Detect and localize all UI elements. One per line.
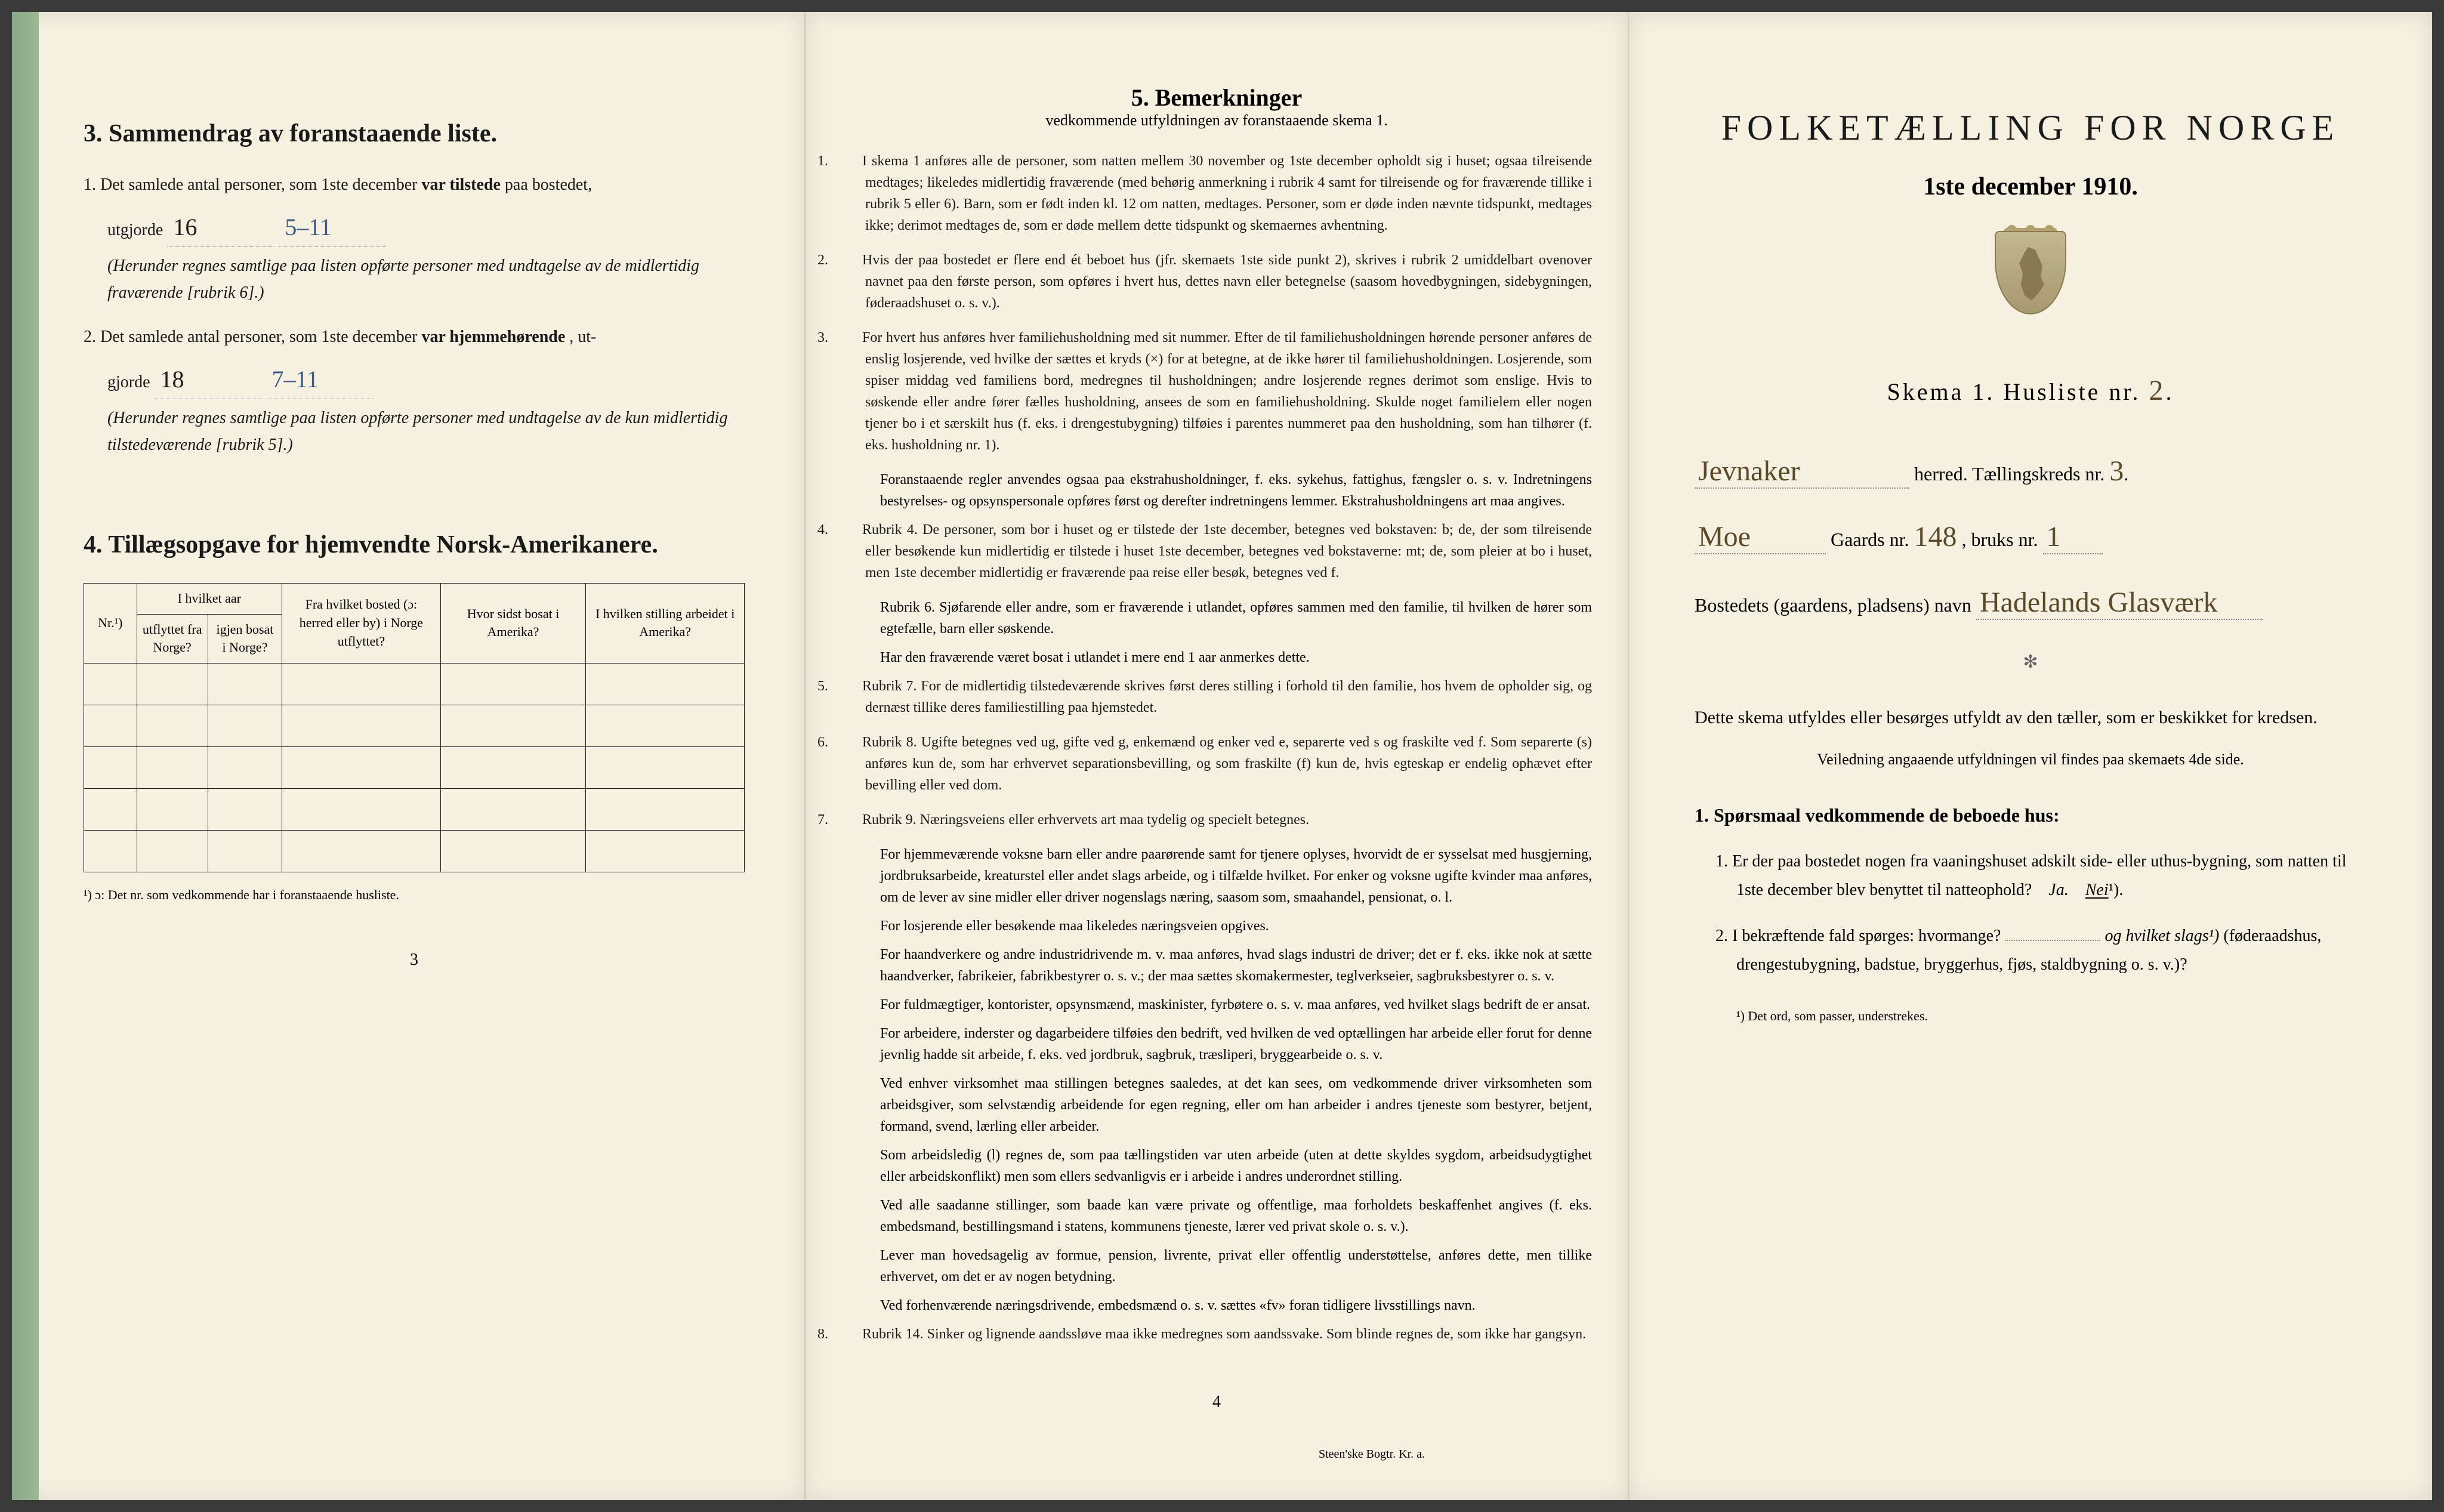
page-4: 5. Bemerkninger vedkommende utfyldningen… (806, 12, 1629, 1500)
col-from: Fra hvilket bosted (ɔ: herred eller by) … (282, 583, 441, 663)
item2-value-b: 7–11 (266, 360, 374, 399)
printer-note: Steen'ske Bogtr. Kr. a. (841, 1448, 1592, 1461)
remark-1: 1.I skema 1 anføres alle de personer, so… (841, 150, 1592, 236)
instruction-sub: Veiledning angaaende utfyldningen vil fi… (1695, 751, 2366, 769)
remark-7: 7.Rubrik 9. Næringsveiens eller erhverve… (841, 809, 1592, 831)
gaard-value: Moe (1695, 520, 1826, 554)
item2-post: , ut- (569, 328, 596, 346)
section-5-title: 5. Bemerkninger (841, 84, 1592, 112)
item1-post: paa bostedet, (505, 175, 592, 194)
q2-blank (2005, 940, 2100, 941)
census-document: 3. Sammendrag av foranstaaende liste. 1.… (12, 12, 2432, 1500)
questions-section: 1. Spørsmaal vedkommende de beboede hus:… (1695, 804, 2366, 1024)
gaard-nr: 148 (1914, 521, 1957, 553)
remark-2: 2.Hvis der paa bostedet er flere end ét … (841, 249, 1592, 314)
item2-note: (Herunder regnes samtlige paa listen opf… (107, 409, 727, 454)
answer-nei: Nei (2085, 881, 2109, 899)
footnote-3: ¹) Det ord, som passer, understrekes. (1695, 1008, 2366, 1024)
remark-4: 4.Rubrik 4. De personer, som bor i huset… (841, 519, 1592, 584)
bosted-value: Hadelands Glasværk (1976, 586, 2263, 620)
page-number: 3 (84, 951, 745, 970)
table-row (84, 664, 745, 705)
remark-4-sub-a: Rubrik 6. Sjøfarende eller andre, som er… (841, 597, 1592, 640)
remark-7-p2: For losjerende eller besøkende maa likel… (841, 915, 1592, 937)
col-occupation: I hvilken stilling arbeidet i Amerika? (586, 583, 745, 663)
answer-ja: Ja. (2048, 881, 2068, 899)
bruks-nr: 1 (2043, 520, 2103, 554)
emigrant-table-body (84, 664, 745, 872)
remark-7-p5: For arbeidere, inderster og dagarbeidere… (841, 1023, 1592, 1066)
emigrant-table: Nr.¹) I hvilket aar Fra hvilket bosted (… (84, 583, 745, 872)
remark-7-p10: Ved forhenværende næringsdrivende, embed… (841, 1295, 1592, 1316)
item2-value-a: 18 (155, 360, 262, 399)
remark-8: 8.Rubrik 14. Sinker og lignende aandsslø… (841, 1323, 1592, 1345)
skema-line: Skema 1. Husliste nr. 2. (1695, 374, 2366, 407)
section-4-title: 4. Tillægsopgave for hjemvendte Norsk-Am… (84, 530, 745, 559)
item2-bold: var hjemmehørende (421, 328, 565, 346)
remark-7-p1: For hjemmeværende voksne barn eller andr… (841, 844, 1592, 908)
item1-value-a: 16 (167, 208, 274, 247)
col-year: I hvilket aar (137, 583, 282, 614)
page-3: 3. Sammendrag av foranstaaende liste. 1.… (12, 12, 806, 1500)
col-nr: Nr.¹) (84, 583, 137, 663)
page-number: 4 (841, 1393, 1592, 1412)
section4-footnote: ¹) ɔ: Det nr. som vedkommende har i fora… (84, 887, 745, 903)
herred-line: Jevnaker herred. Tællingskreds nr. 3. (1695, 455, 2366, 493)
kreds-nr: 3 (2109, 455, 2124, 487)
section-3-summary: 3. Sammendrag av foranstaaende liste. 1.… (84, 119, 745, 459)
col-year-back: igjen bosat i Norge? (208, 614, 282, 664)
binding-stripe (12, 12, 39, 1500)
item1-pre: 1. Det samlede antal personer, som 1ste … (84, 175, 417, 194)
section-4-emigrants: 4. Tillægsopgave for hjemvendte Norsk-Am… (84, 530, 745, 903)
item-2: 2. Det samlede antal personer, som 1ste … (84, 324, 745, 458)
census-title: FOLKETÆLLING FOR NORGE (1695, 107, 2366, 149)
remark-7-p6: Ved enhver virksomhet maa stillingen bet… (841, 1073, 1592, 1137)
remark-3: 3.For hvert hus anføres hver familiehush… (841, 327, 1592, 456)
gaard-line: Moe Gaards nr. 148 , bruks nr. 1 (1695, 520, 2366, 559)
table-row (84, 747, 745, 789)
census-date: 1ste december 1910. (1695, 172, 2366, 201)
page-1-cover: FOLKETÆLLING FOR NORGE 1ste december 191… (1629, 12, 2432, 1500)
item-1: 1. Det samlede antal personer, som 1ste … (84, 172, 745, 306)
remark-6: 6.Rubrik 8. Ugifte betegnes ved ug, gift… (841, 732, 1592, 796)
remark-7-p4: For fuldmægtiger, kontorister, opsynsmæn… (841, 994, 1592, 1016)
remark-4-sub-b: Har den fraværende været bosat i utlande… (841, 647, 1592, 668)
item1-label: utgjorde (107, 221, 163, 239)
section-3-title: 3. Sammendrag av foranstaaende liste. (84, 119, 745, 148)
item2-label: gjorde (107, 373, 150, 391)
bosted-line: Bostedets (gaardens, pladsens) navn Hade… (1695, 586, 2366, 625)
remark-3-sub: Foranstaaende regler anvendes ogsaa paa … (841, 469, 1592, 512)
remark-7-p9: Lever man hovedsagelig av formue, pensio… (841, 1245, 1592, 1288)
item1-note: (Herunder regnes samtlige paa listen opf… (107, 257, 699, 302)
table-row (84, 789, 745, 831)
col-year-out: utflyttet fra Norge? (137, 614, 208, 664)
question-heading: 1. Spørsmaal vedkommende de beboede hus: (1695, 804, 2366, 826)
table-row (84, 831, 745, 872)
item2-pre: 2. Det samlede antal personer, som 1ste … (84, 328, 417, 346)
husliste-nr: 2 (2149, 375, 2166, 406)
section-5-subtitle: vedkommende utfyldningen av foranstaaend… (841, 112, 1592, 129)
col-america: Hvor sidst bosat i Amerika? (440, 583, 586, 663)
remark-7-p8: Ved alle saadanne stillinger, som baade … (841, 1195, 1592, 1238)
table-row (84, 705, 745, 747)
item1-bold: var tilstede (421, 175, 500, 194)
item1-value-b: 5–11 (279, 208, 386, 247)
instruction-text: Dette skema utfyldes eller besørges utfy… (1695, 702, 2366, 733)
remark-7-p3: For haandverkere og andre industridriven… (841, 944, 1592, 987)
question-2: 2. I bekræftende fald spørges: hvormange… (1695, 922, 2366, 979)
coat-of-arms-icon (1989, 231, 2072, 338)
question-1: 1. Er der paa bostedet nogen fra vaaning… (1695, 847, 2366, 904)
divider-icon: ✻ (1695, 652, 2366, 672)
remark-5: 5.Rubrik 7. For de midlertidig tilstedev… (841, 675, 1592, 718)
remark-7-p7: Som arbeidsledig (l) regnes de, som paa … (841, 1144, 1592, 1187)
herred-value: Jevnaker (1695, 455, 1909, 489)
